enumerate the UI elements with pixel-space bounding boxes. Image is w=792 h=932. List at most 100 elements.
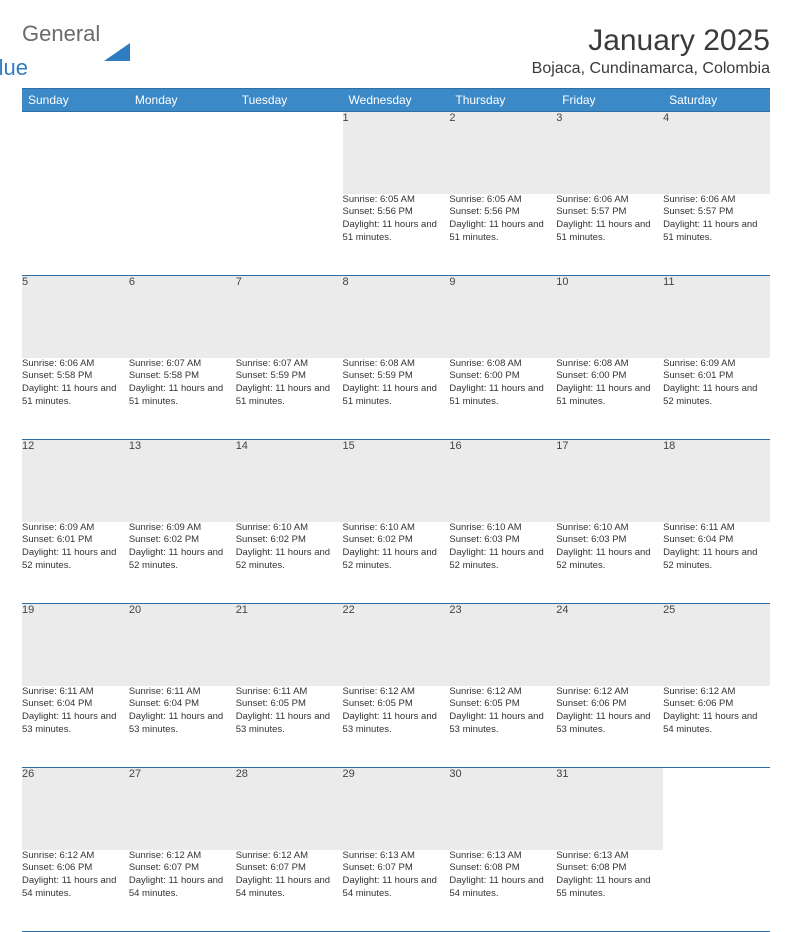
sunrise-line: Sunrise: 6:11 AM: [129, 686, 201, 697]
daynum-row: 19202122232425: [22, 604, 770, 686]
day-header: Monday: [129, 89, 236, 112]
day-details-cell: [129, 194, 236, 276]
calendar-table: Sunday Monday Tuesday Wednesday Thursday…: [22, 88, 770, 932]
daylight-line: Daylight: 11 hours and 51 minutes.: [449, 219, 543, 243]
day-details-cell: Sunrise: 6:11 AMSunset: 6:05 PMDaylight:…: [236, 686, 343, 768]
details-row: Sunrise: 6:05 AMSunset: 5:56 PMDaylight:…: [22, 194, 770, 276]
day-number-cell: 16: [449, 440, 556, 522]
day-details-cell: Sunrise: 6:11 AMSunset: 6:04 PMDaylight:…: [663, 522, 770, 604]
sunset-line: Sunset: 6:00 PM: [449, 370, 519, 381]
sunset-line: Sunset: 6:04 PM: [129, 698, 199, 709]
daylight-line: Daylight: 11 hours and 55 minutes.: [556, 875, 650, 899]
day-details-cell: Sunrise: 6:10 AMSunset: 6:03 PMDaylight:…: [449, 522, 556, 604]
day-details-cell: Sunrise: 6:13 AMSunset: 6:07 PMDaylight:…: [343, 850, 450, 932]
daylight-line: Daylight: 11 hours and 52 minutes.: [343, 547, 437, 571]
sunrise-line: Sunrise: 6:06 AM: [22, 358, 94, 369]
day-details-cell: Sunrise: 6:12 AMSunset: 6:07 PMDaylight:…: [129, 850, 236, 932]
day-number-cell: 18: [663, 440, 770, 522]
sunset-line: Sunset: 6:06 PM: [22, 862, 92, 873]
sunrise-line: Sunrise: 6:10 AM: [556, 522, 628, 533]
day-details-cell: Sunrise: 6:05 AMSunset: 5:56 PMDaylight:…: [449, 194, 556, 276]
day-details-cell: Sunrise: 6:10 AMSunset: 6:02 PMDaylight:…: [236, 522, 343, 604]
sunset-line: Sunset: 5:58 PM: [22, 370, 92, 381]
sunset-line: Sunset: 6:03 PM: [449, 534, 519, 545]
daylight-line: Daylight: 11 hours and 51 minutes.: [343, 383, 437, 407]
sunset-line: Sunset: 6:02 PM: [236, 534, 306, 545]
daylight-line: Daylight: 11 hours and 54 minutes.: [22, 875, 116, 899]
day-number-cell: 17: [556, 440, 663, 522]
day-number-cell: 21: [236, 604, 343, 686]
day-details-cell: Sunrise: 6:06 AMSunset: 5:58 PM Daylight:…: [22, 358, 129, 440]
sunset-line: Sunset: 5:59 PM: [236, 370, 306, 381]
sunset-line: Sunset: 6:01 PM: [22, 534, 92, 545]
day-number-cell: 27: [129, 768, 236, 850]
daylight-line: Daylight: 11 hours and 52 minutes.: [22, 547, 116, 571]
sunrise-line: Sunrise: 6:06 AM: [556, 194, 628, 205]
day-number-cell: 20: [129, 604, 236, 686]
sunrise-line: Sunrise: 6:12 AM: [663, 686, 735, 697]
day-details-cell: Sunrise: 6:08 AMSunset: 6:00 PM Daylight:…: [449, 358, 556, 440]
day-details-cell: Sunrise: 6:13 AMSunset: 6:08 PMDaylight:…: [449, 850, 556, 932]
daylight-line: Daylight: 11 hours and 54 minutes.: [343, 875, 437, 899]
sunrise-line: Sunrise: 6:07 AM: [129, 358, 201, 369]
day-details-cell: Sunrise: 6:10 AMSunset: 6:02 PMDaylight:…: [343, 522, 450, 604]
sunrise-line: Sunrise: 6:12 AM: [556, 686, 628, 697]
daylight-line: Daylight: 11 hours and 54 minutes.: [663, 711, 757, 735]
day-number-cell: 9: [449, 276, 556, 358]
day-details-cell: Sunrise: 6:12 AMSunset: 6:05 PMDaylight:…: [343, 686, 450, 768]
daylight-line: Daylight: 11 hours and 52 minutes.: [556, 547, 650, 571]
day-details-cell: Sunrise: 6:12 AMSunset: 6:05 PMDaylight:…: [449, 686, 556, 768]
sunrise-line: Sunrise: 6:12 AM: [343, 686, 415, 697]
day-details-cell: Sunrise: 6:08 AMSunset: 5:59 PMDaylight:…: [343, 358, 450, 440]
sunset-line: Sunset: 6:05 PM: [343, 698, 413, 709]
sunset-line: Sunset: 6:02 PM: [343, 534, 413, 545]
sunrise-line: Sunrise: 6:09 AM: [22, 522, 94, 533]
sunset-line: Sunset: 6:05 PM: [449, 698, 519, 709]
day-header: Wednesday: [343, 89, 450, 112]
day-number-cell: 11: [663, 276, 770, 358]
daylight-line: Daylight: 11 hours and 53 minutes.: [129, 711, 223, 735]
sunrise-line: Sunrise: 6:08 AM: [556, 358, 628, 369]
sunrise-line: Sunrise: 6:07 AM: [236, 358, 308, 369]
sunset-line: Sunset: 6:07 PM: [343, 862, 413, 873]
day-details-cell: Sunrise: 6:07 AMSunset: 5:58 PMDaylight:…: [129, 358, 236, 440]
sunset-line: Sunset: 5:56 PM: [343, 206, 413, 217]
day-number-cell: 14: [236, 440, 343, 522]
day-number-cell: 31: [556, 768, 663, 850]
daylight-line: Daylight: 11 hours and 54 minutes.: [236, 875, 330, 899]
day-details-cell: Sunrise: 6:08 AMSunset: 6:00 PM Daylight:…: [556, 358, 663, 440]
day-details-cell: Sunrise: 6:12 AMSunset: 6:06 PMDaylight:…: [663, 686, 770, 768]
details-row: Sunrise: 6:11 AMSunset: 6:04 PMDaylight:…: [22, 686, 770, 768]
sunrise-line: Sunrise: 6:10 AM: [236, 522, 308, 533]
daylight-line: Daylight: 11 hours and 54 minutes.: [449, 875, 543, 899]
daylight-line: Daylight: 11 hours and 53 minutes.: [449, 711, 543, 735]
sunrise-line: Sunrise: 6:09 AM: [663, 358, 735, 369]
day-details-cell: Sunrise: 6:11 AMSunset: 6:04 PM Daylight:…: [129, 686, 236, 768]
sunrise-line: Sunrise: 6:08 AM: [449, 358, 521, 369]
sunrise-line: Sunrise: 6:12 AM: [22, 850, 94, 861]
location-text: Bojaca, Cundinamarca, Colombia: [532, 60, 770, 78]
day-header: Friday: [556, 89, 663, 112]
brand-text-general: General: [22, 24, 100, 44]
sunrise-line: Sunrise: 6:05 AM: [449, 194, 521, 205]
day-number-cell: [236, 112, 343, 194]
daylight-line: Daylight: 11 hours and 51 minutes.: [22, 383, 116, 407]
daylight-line: Daylight: 11 hours and 51 minutes.: [449, 383, 543, 407]
sunset-line: Sunset: 6:04 PM: [663, 534, 733, 545]
daylight-line: Daylight: 11 hours and 51 minutes.: [556, 383, 650, 407]
details-row: Sunrise: 6:12 AMSunset: 6:06 PM Daylight:…: [22, 850, 770, 932]
day-number-cell: 30: [449, 768, 556, 850]
daylight-line: Daylight: 11 hours and 53 minutes.: [22, 711, 116, 735]
day-number-cell: 10: [556, 276, 663, 358]
day-number-cell: 19: [22, 604, 129, 686]
sunrise-line: Sunrise: 6:11 AM: [236, 686, 308, 697]
details-row: Sunrise: 6:06 AMSunset: 5:58 PM Daylight:…: [22, 358, 770, 440]
sunset-line: Sunset: 6:00 PM: [556, 370, 626, 381]
day-details-cell: Sunrise: 6:10 AMSunset: 6:03 PMDaylight:…: [556, 522, 663, 604]
day-details-cell: Sunrise: 6:06 AMSunset: 5:57 PMDaylight:…: [556, 194, 663, 276]
day-number-cell: 1: [343, 112, 450, 194]
day-header-row: Sunday Monday Tuesday Wednesday Thursday…: [22, 89, 770, 112]
sunset-line: Sunset: 6:01 PM: [663, 370, 733, 381]
sunrise-line: Sunrise: 6:05 AM: [343, 194, 415, 205]
day-number-cell: 8: [343, 276, 450, 358]
